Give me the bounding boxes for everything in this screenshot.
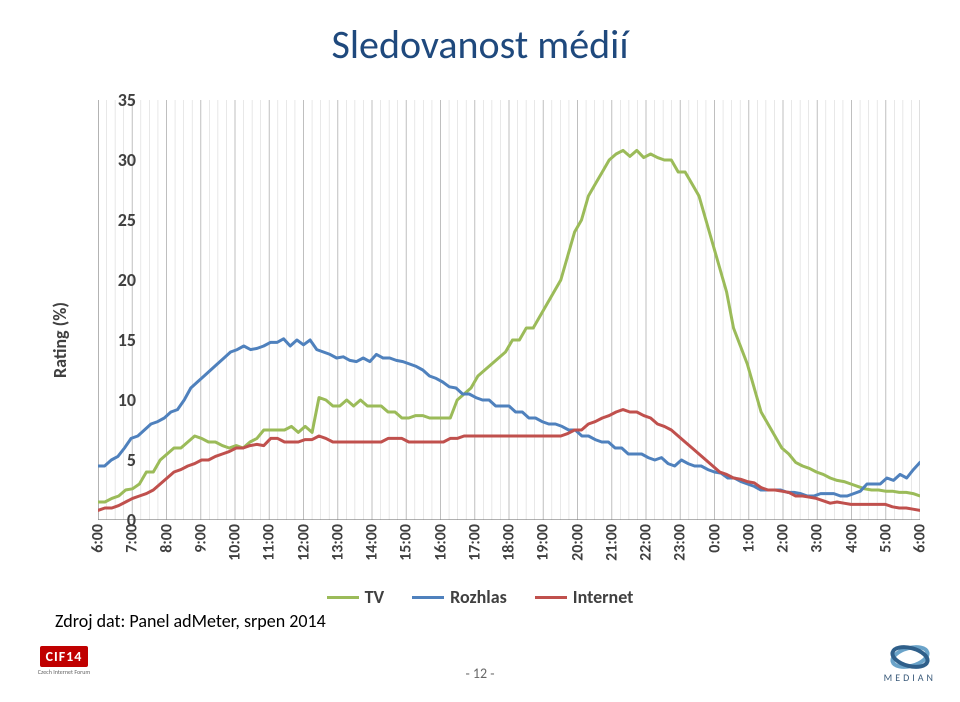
chart-svg [98, 100, 920, 520]
legend-swatch [327, 596, 359, 599]
x-tick: 1:00 [739, 520, 758, 553]
chart-container: Rating (%) 051015202530356:007:008:009:0… [50, 100, 920, 580]
legend-item-rozhlas: Rozhlas [412, 586, 507, 608]
x-tick: 19:00 [534, 520, 553, 561]
plot-area: 051015202530356:007:008:009:0010:0011:00… [98, 100, 920, 520]
legend-swatch [535, 596, 567, 599]
y-tick: 20 [118, 269, 142, 291]
median-swirl-icon [890, 645, 930, 669]
x-tick: 12:00 [294, 520, 313, 561]
x-tick: 0:00 [705, 520, 724, 553]
x-tick: 11:00 [260, 520, 279, 561]
y-tick: 5 [127, 449, 142, 471]
x-tick: 16:00 [431, 520, 450, 561]
x-tick: 14:00 [363, 520, 382, 561]
median-logo: MEDIAN [884, 645, 936, 684]
y-tick: 35 [118, 89, 142, 111]
x-tick: 4:00 [842, 520, 861, 553]
median-logo-text: MEDIAN [884, 671, 936, 684]
x-tick: 6:00 [911, 520, 930, 553]
cif-logo: CIF14 Czech Internet Forum [24, 646, 104, 682]
x-tick: 7:00 [123, 520, 142, 553]
legend-item-internet: Internet [535, 586, 634, 608]
legend-item-tv: TV [327, 586, 385, 608]
cif-logo-subtitle: Czech Internet Forum [38, 668, 90, 676]
x-tick: 3:00 [808, 520, 827, 553]
x-tick: 10:00 [226, 520, 245, 561]
data-source: Zdroj dat: Panel adMeter, srpen 2014 [55, 610, 326, 632]
x-tick: 13:00 [328, 520, 347, 561]
page-number: - 12 - [0, 665, 960, 682]
legend-label: Rozhlas [450, 586, 507, 608]
x-tick: 15:00 [397, 520, 416, 561]
y-tick: 30 [118, 149, 142, 171]
x-tick: 2:00 [774, 520, 793, 553]
legend-swatch [412, 596, 444, 599]
legend-label: TV [365, 586, 385, 608]
cif-logo-text: CIF14 [40, 646, 89, 667]
x-tick: 21:00 [602, 520, 621, 561]
x-tick: 5:00 [876, 520, 895, 553]
x-tick: 20:00 [568, 520, 587, 561]
x-tick: 9:00 [191, 520, 210, 553]
legend-label: Internet [573, 586, 634, 608]
chart-title: Sledovanost médií [0, 20, 960, 69]
x-tick: 18:00 [500, 520, 519, 561]
y-tick: 15 [118, 329, 142, 351]
y-tick: 25 [118, 209, 142, 231]
y-tick: 10 [118, 389, 142, 411]
x-tick: 6:00 [89, 520, 108, 553]
x-tick: 23:00 [671, 520, 690, 561]
y-axis-label: Rating (%) [49, 302, 71, 378]
legend: TV Rozhlas Internet [0, 586, 960, 608]
x-tick: 22:00 [637, 520, 656, 561]
x-tick: 8:00 [157, 520, 176, 553]
x-tick: 17:00 [465, 520, 484, 561]
